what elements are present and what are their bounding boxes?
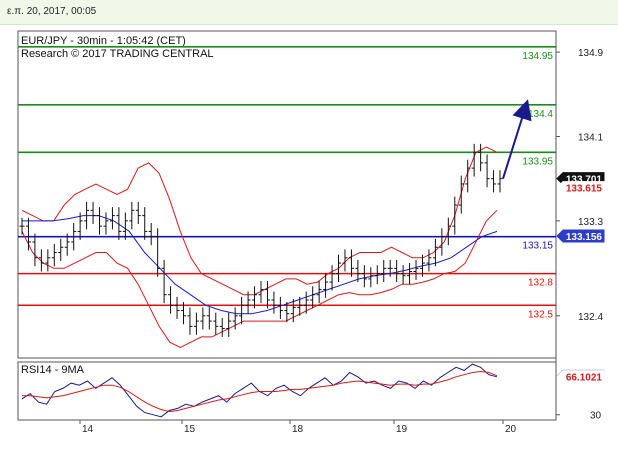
bollinger-lower [21, 209, 498, 349]
rsi-tick-label: 30 [590, 411, 602, 422]
price-marker: 133.701 [566, 175, 603, 186]
bollinger-upper [21, 146, 498, 296]
price-marker-bg [556, 181, 605, 195]
level-label: 133.15 [522, 241, 553, 252]
level-label: 134.4 [528, 109, 553, 120]
rsi-marker-bg [556, 370, 605, 384]
x-tick-label: 18 [292, 424, 304, 435]
rsi-panel-frame [17, 361, 557, 421]
x-tick-label: 19 [396, 424, 408, 435]
rsi-marker: 66.1021 [566, 373, 603, 384]
price-marker-bg [556, 229, 605, 243]
level-label: 132.8 [528, 278, 553, 289]
x-tick-label: 14 [82, 424, 94, 435]
price-marker: 133.156 [566, 232, 603, 243]
timestamp-label: ε.π. 20, 2017, 00:05 [7, 6, 97, 17]
price-marker: 133.615 [566, 184, 603, 195]
chart-subtitle: Research © 2017 TRADING CENTRAL [21, 48, 214, 60]
rsi-label: RSI14 - 9MA [21, 364, 85, 376]
projection-arrow [502, 99, 532, 179]
price-tick-label: 132.4 [578, 312, 603, 323]
rsi-ma-line [22, 370, 498, 413]
chart-title: EUR/JPY - 30min - 1:05:42 (CET) [21, 35, 186, 47]
level-label: 132.5 [528, 309, 553, 320]
timestamp-bar: ε.π. 20, 2017, 00:05 [0, 0, 618, 25]
bollinger-middle [22, 215, 498, 315]
x-tick-label: 15 [184, 424, 196, 435]
x-tick-label: 20 [505, 424, 517, 435]
level-label: 133.95 [522, 156, 553, 167]
price-tick-label: 133.3 [578, 217, 603, 228]
level-label: 134.95 [522, 51, 553, 62]
price-tick-label: 134.1 [578, 132, 603, 143]
price-tick-label: 134.9 [578, 48, 603, 59]
